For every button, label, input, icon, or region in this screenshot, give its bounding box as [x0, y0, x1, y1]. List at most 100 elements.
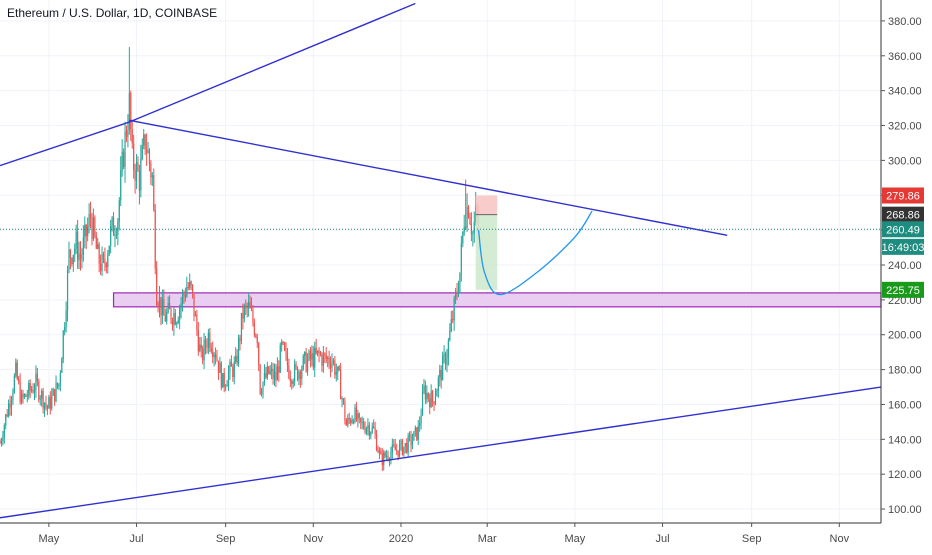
- candle-body: [64, 327, 66, 331]
- candle-body: [335, 372, 337, 375]
- candle-body: [107, 255, 109, 267]
- candle-body: [104, 258, 106, 264]
- candle-body: [226, 384, 228, 387]
- short-position-tool[interactable]: [475, 195, 498, 290]
- candle-body: [79, 253, 82, 260]
- candle-body: [265, 372, 267, 378]
- candle-body: [15, 362, 17, 376]
- candle-body: [398, 444, 401, 457]
- candle-body: [13, 375, 15, 393]
- candle-body: [301, 369, 303, 379]
- candle-body: [193, 293, 195, 317]
- candle-body: [391, 444, 393, 453]
- candle-body: [235, 355, 237, 362]
- candle-body: [58, 383, 60, 387]
- candle-body: [65, 310, 67, 328]
- candle-body: [243, 305, 245, 319]
- candle-body: [101, 253, 103, 272]
- support-zone[interactable]: [112, 292, 882, 308]
- candle-body: [124, 131, 126, 168]
- time-tick-label: Nov: [304, 533, 324, 545]
- candle-body: [324, 353, 326, 355]
- candle-body: [20, 393, 23, 403]
- candle-body: [164, 315, 166, 322]
- candle-body: [3, 425, 5, 438]
- candle-body: [82, 237, 84, 255]
- candle-body: [16, 362, 18, 380]
- take-profit-area[interactable]: [475, 214, 498, 290]
- candle-body: [174, 312, 176, 325]
- candle-body: [91, 218, 93, 239]
- candle-body: [85, 224, 87, 236]
- candle-body: [456, 292, 458, 295]
- candle-body: [291, 381, 293, 384]
- candle-body: [350, 419, 352, 423]
- candle-body: [120, 170, 122, 201]
- candle-body: [52, 389, 54, 396]
- candle-body: [466, 207, 468, 228]
- candle-body: [166, 312, 168, 322]
- candle-body: [427, 393, 429, 399]
- trendline[interactable]: [0, 121, 130, 167]
- candle-body: [282, 341, 284, 344]
- candle-body: [429, 398, 431, 408]
- time-axis[interactable]: May Jul Sep Nov 2020 Mar May Jul Sep Nov: [0, 522, 881, 545]
- candles: [0, 47, 480, 471]
- candle-body: [84, 224, 86, 238]
- candle-body: [252, 309, 254, 323]
- candle-body: [105, 263, 107, 267]
- candle-body: [406, 443, 408, 453]
- candle-body: [318, 350, 320, 354]
- support-zone-rect[interactable]: [112, 292, 882, 308]
- candle-body: [263, 372, 266, 383]
- trendline[interactable]: [129, 2, 416, 123]
- candle-body: [249, 302, 251, 309]
- trendline[interactable]: [0, 386, 882, 519]
- candle-body: [337, 366, 339, 373]
- candle-body: [135, 162, 138, 181]
- candle-body: [170, 309, 172, 321]
- candle-body: [383, 452, 385, 466]
- candle-body: [233, 361, 235, 378]
- chart-title: Ethereum / U.S. Dollar, 1D, COINBASE: [7, 6, 217, 20]
- candle-body: [386, 455, 388, 457]
- candle-body: [131, 129, 133, 144]
- candle-body: [460, 243, 462, 273]
- candle-body: [78, 253, 80, 261]
- price-label-text: 279.86: [886, 190, 920, 202]
- price-axis[interactable]: 100.00 120.00 140.00 160.00 180.00 200.00 220.…: [880, 0, 922, 523]
- candle-body: [299, 371, 301, 379]
- candle-body: [327, 357, 329, 360]
- candle-body: [292, 381, 294, 384]
- candle-body: [171, 320, 174, 326]
- candle-body: [94, 217, 96, 236]
- candle-body: [275, 371, 277, 381]
- candle-body: [266, 366, 268, 378]
- candle-body: [332, 360, 335, 362]
- candle-body: [51, 395, 53, 409]
- candle-body: [141, 145, 143, 160]
- candle-body: [114, 235, 116, 237]
- candle-body: [431, 391, 434, 402]
- candle-body: [469, 217, 471, 225]
- candle-body: [423, 385, 425, 393]
- candle-body: [22, 393, 24, 398]
- candle-body: [276, 366, 278, 381]
- candle-body: [2, 437, 4, 441]
- candle-body: [230, 361, 232, 367]
- candle-body: [421, 392, 424, 416]
- candle-body: [97, 244, 99, 249]
- candle-body: [223, 373, 225, 387]
- projection-path[interactable]: [477, 210, 593, 296]
- projection-curve[interactable]: [477, 210, 593, 296]
- candle-body: [35, 373, 37, 391]
- stop-loss-area[interactable]: [475, 195, 498, 215]
- trendline[interactable]: [129, 119, 728, 237]
- candle-body: [472, 233, 474, 235]
- candle-body: [453, 297, 455, 321]
- candle-body: [437, 377, 439, 391]
- trendlines[interactable]: [0, 2, 882, 519]
- candle-body: [173, 312, 175, 326]
- candle-body: [467, 207, 470, 218]
